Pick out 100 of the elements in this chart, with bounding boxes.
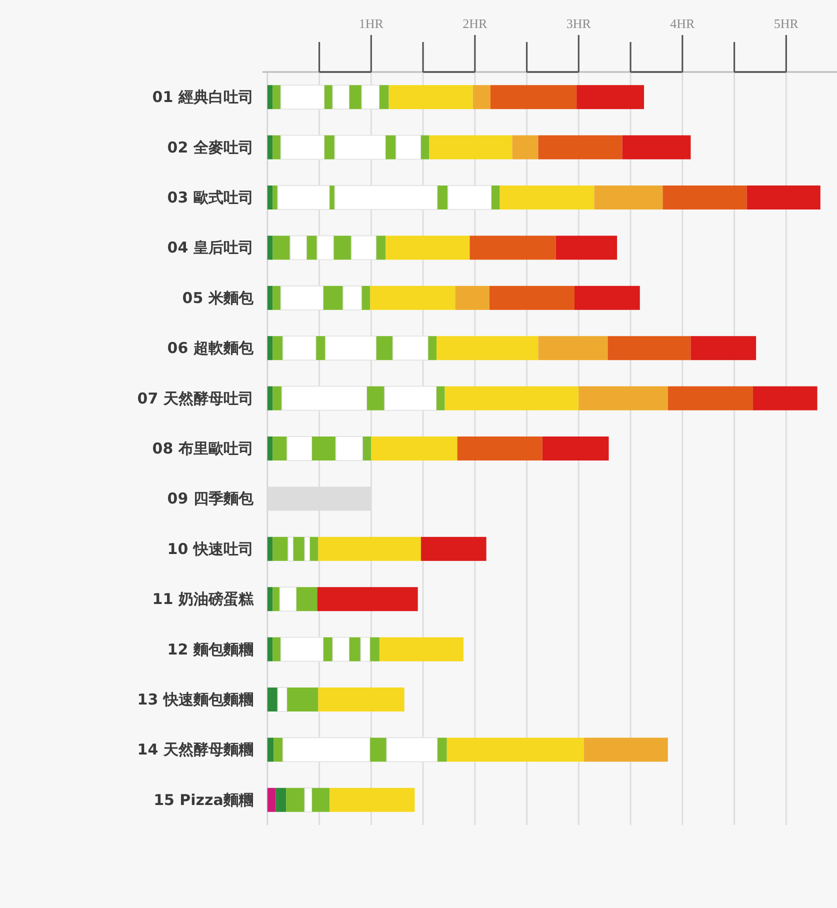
bar	[323, 286, 344, 310]
bar	[512, 135, 538, 160]
bar	[267, 85, 273, 110]
y-tick-label: 10 快速吐司	[167, 540, 254, 558]
bar	[349, 85, 362, 110]
bar	[746, 186, 820, 210]
y-tick-label: 01 經典白吐司	[152, 88, 254, 106]
bar	[272, 436, 288, 460]
bar	[267, 186, 273, 210]
bar	[306, 236, 318, 260]
bar	[438, 186, 448, 210]
bar	[436, 386, 445, 410]
bar	[293, 536, 305, 561]
bar	[267, 587, 273, 612]
x-tick-label: 2HR	[462, 16, 488, 31]
bar	[362, 286, 370, 310]
bar	[272, 637, 281, 662]
bar	[324, 85, 333, 110]
bar	[267, 688, 278, 712]
bar	[332, 84, 350, 110]
bar	[388, 85, 473, 110]
bar	[272, 386, 282, 410]
bar	[272, 85, 281, 110]
bar	[428, 336, 437, 360]
bar	[538, 135, 622, 160]
bar	[272, 236, 290, 260]
bar	[282, 336, 317, 361]
x-tick-label: 1HR	[358, 16, 384, 31]
y-tick-label: 12 麵包麵糰	[167, 640, 254, 658]
bar	[286, 436, 313, 461]
bar	[349, 637, 361, 662]
bar	[296, 587, 318, 612]
bar	[310, 536, 318, 561]
bar	[490, 85, 577, 110]
bar	[370, 637, 380, 662]
bar	[267, 286, 273, 310]
bar	[267, 788, 276, 812]
bar	[379, 637, 464, 662]
bar	[367, 386, 385, 410]
x-tick-label: 4HR	[670, 16, 696, 31]
bar	[594, 186, 663, 210]
bar	[267, 436, 273, 460]
y-tick-label: 08 布里歐吐司	[152, 440, 254, 458]
bar	[662, 186, 747, 210]
bar	[272, 186, 278, 210]
bar	[335, 436, 364, 461]
y-tick-label: 03 歐式吐司	[167, 188, 254, 206]
y-tick-label: 13 快速麵包麵糰	[137, 690, 254, 708]
bar	[362, 436, 372, 460]
bar	[690, 336, 756, 360]
y-tick-label: 04 皇后吐司	[167, 238, 254, 257]
bar	[267, 386, 273, 410]
bar	[622, 135, 691, 160]
bar	[323, 637, 333, 662]
y-tick-label: 05 米麵包	[182, 288, 254, 307]
bar	[379, 85, 389, 110]
bar	[342, 285, 362, 310]
bar	[376, 336, 393, 360]
y-tick-label: 15 Pizza麵糰	[154, 790, 254, 809]
y-tick-label: 09 四季麵包	[167, 490, 254, 508]
bar	[324, 135, 335, 160]
bar	[272, 286, 281, 310]
y-tick-label: 11 奶油磅蛋糕	[152, 590, 254, 608]
bar	[420, 135, 430, 160]
bar	[538, 336, 608, 360]
bar	[438, 738, 447, 762]
bar	[267, 738, 274, 762]
bar	[376, 236, 386, 260]
bar	[386, 236, 470, 260]
x-tick-label: 5HR	[774, 16, 799, 31]
y-tick-label: 06 超軟麵包	[167, 339, 254, 358]
bar	[429, 135, 512, 160]
bar	[500, 186, 594, 210]
bar	[272, 336, 283, 360]
bar	[267, 135, 273, 160]
bar	[330, 186, 335, 210]
y-tick-label: 14 天然酵母麵糰	[137, 740, 254, 759]
bar	[472, 85, 490, 110]
bar	[334, 236, 352, 260]
bar	[608, 336, 691, 360]
bar	[304, 536, 310, 562]
y-tick-label: 02 全麥吐司	[167, 138, 254, 156]
bar	[267, 637, 273, 662]
bar	[316, 336, 326, 360]
bar	[576, 85, 644, 110]
bar	[267, 236, 273, 260]
bar	[267, 536, 273, 561]
bar	[436, 336, 538, 360]
bar	[370, 738, 387, 762]
bar	[332, 636, 350, 662]
bar	[272, 536, 288, 561]
bar	[272, 587, 280, 612]
x-tick-label: 3HR	[566, 16, 592, 31]
bar	[279, 586, 297, 612]
bar	[272, 135, 281, 160]
bar	[274, 738, 283, 762]
bar	[492, 186, 500, 210]
bar	[288, 536, 294, 562]
bar	[312, 436, 336, 460]
bar	[267, 336, 273, 360]
